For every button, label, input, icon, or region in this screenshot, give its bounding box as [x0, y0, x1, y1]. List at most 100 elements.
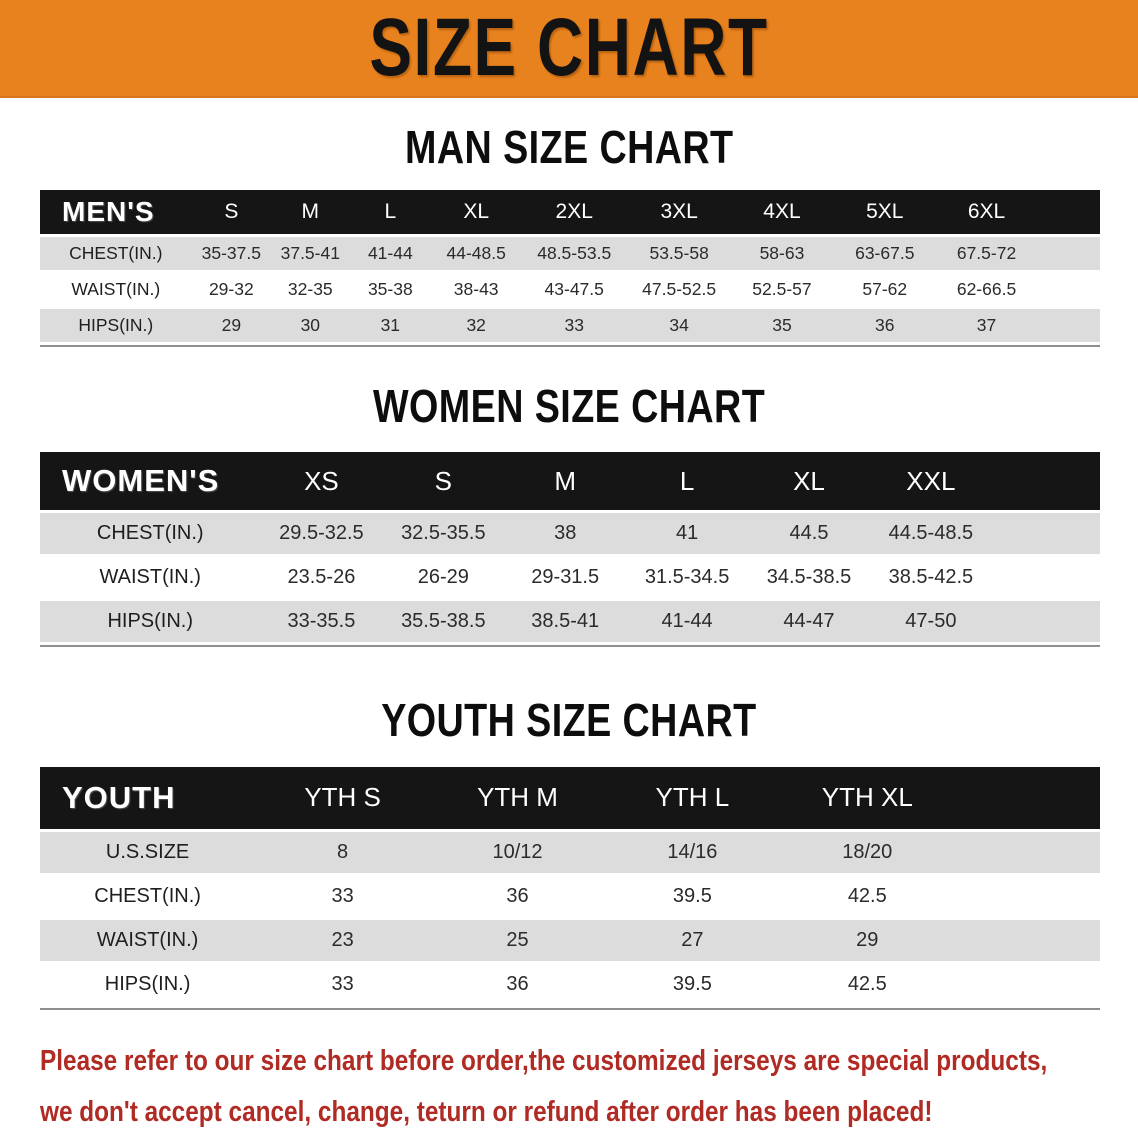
- size-cell: 33: [255, 875, 431, 917]
- size-cell: 30: [271, 308, 350, 342]
- measure-label: CHEST(IN.): [40, 513, 261, 555]
- group-label: YOUTH: [40, 766, 256, 829]
- size-column-header: L: [626, 452, 749, 511]
- order-note-line1: Please refer to our size chart before or…: [40, 1038, 1138, 1089]
- table-row: HIPS(IN.) 29 30 31 32 33 34 35 36 37: [40, 308, 1100, 342]
- size-cell: 62-66.5: [936, 272, 1037, 306]
- size-cell: 29: [779, 919, 955, 961]
- women-section-title: WOMEN SIZE CHART: [0, 379, 1138, 432]
- size-column-header: YTH L: [604, 766, 780, 829]
- size-column-header: S: [191, 189, 272, 234]
- header-row: WOMEN'S XS S M L XL XXL: [40, 452, 1100, 511]
- size-cell: 29-31.5: [504, 557, 627, 599]
- size-cell: 38.5-42.5: [869, 557, 992, 599]
- size-cell: 32-35: [271, 272, 350, 306]
- size-table: MEN'S S M L XL 2XL 3XL 4XL 5XL 6XL CHEST(IN.) 35-37…: [40, 187, 1100, 345]
- table-row: WAIST(IN.) 23.5-26 26-29 29-31.5 31.5-34.5 34…: [40, 557, 1100, 599]
- size-cell: 43-47.5: [521, 272, 628, 306]
- cell-filler: [991, 513, 1100, 555]
- measure-label: U.S.SIZE: [40, 831, 256, 873]
- women-size-table: WOMEN'S XS S M L XL XXL CHEST(IN.) 29.5-32.5 32.5…: [40, 449, 1100, 648]
- size-cell: 36: [430, 875, 605, 917]
- measure-label: WAIST(IN.): [40, 919, 256, 961]
- size-cell: 38-43: [431, 272, 522, 306]
- size-cell: 10/12: [430, 831, 605, 873]
- banner-title: SIZE CHART: [369, 2, 769, 93]
- size-cell: 32: [431, 308, 522, 342]
- size-cell: 41-44: [626, 601, 749, 643]
- size-cell: 31.5-34.5: [626, 557, 749, 599]
- size-cell: 44.5-48.5: [869, 513, 992, 555]
- header-row: YOUTH YTH S YTH M YTH L YTH XL: [40, 766, 1100, 829]
- size-cell: 36: [832, 308, 937, 342]
- table-row: U.S.SIZE 8 10/12 14/16 18/20: [40, 831, 1100, 873]
- size-cell: 39.5: [604, 875, 780, 917]
- size-cell: 44.5: [748, 513, 870, 555]
- size-cell: 42.5: [779, 875, 955, 917]
- size-column-header: 4XL: [731, 189, 833, 234]
- header-filler: [1036, 189, 1100, 234]
- men-size-table: MEN'S S M L XL 2XL 3XL 4XL 5XL 6XL CHEST(IN.) 35-37…: [40, 187, 1100, 347]
- size-cell: 14/16: [604, 831, 780, 873]
- size-cell: 37.5-41: [271, 236, 350, 270]
- youth-size-section: YOUTH SIZE CHART YOUTH YTH S YTH M YTH L YTH…: [0, 695, 1138, 1010]
- men-section-title: MAN SIZE CHART: [0, 122, 1138, 173]
- header-row: MEN'S S M L XL 2XL 3XL 4XL 5XL 6XL: [40, 189, 1100, 234]
- cell-filler: [954, 831, 1100, 873]
- size-cell: 44-47: [748, 601, 870, 643]
- size-cell: 36: [430, 963, 605, 1005]
- cell-filler: [954, 919, 1100, 961]
- size-cell: 33-35.5: [260, 601, 383, 643]
- cell-filler: [991, 601, 1100, 643]
- size-cell: 47.5-52.5: [627, 272, 732, 306]
- size-cell: 57-62: [832, 272, 937, 306]
- size-cell: 25: [430, 919, 605, 961]
- size-cell: 53.5-58: [627, 236, 732, 270]
- size-table: WOMEN'S XS S M L XL XXL CHEST(IN.) 29.5-32.5 32.5…: [40, 449, 1100, 645]
- order-note: Please refer to our size chart before or…: [40, 1038, 1138, 1140]
- size-cell: 48.5-53.5: [521, 236, 628, 270]
- size-cell: 42.5: [779, 963, 955, 1005]
- size-cell: 38.5-41: [504, 601, 627, 643]
- group-label: MEN'S: [40, 189, 192, 234]
- order-note-line2: we don't accept cancel, change, teturn o…: [40, 1089, 1138, 1140]
- size-cell: 29: [191, 308, 272, 342]
- size-column-header: L: [349, 189, 432, 234]
- size-cell: 39.5: [604, 963, 780, 1005]
- women-section-title-text: WOMEN SIZE CHART: [372, 379, 766, 432]
- table-row: CHEST(IN.) 29.5-32.5 32.5-35.5 38 41 44.5 44.5…: [40, 513, 1100, 555]
- size-column-header: XS: [260, 452, 383, 511]
- size-cell: 33: [521, 308, 628, 342]
- table-row: HIPS(IN.) 33-35.5 35.5-38.5 38.5-41 41-44 44-…: [40, 601, 1100, 643]
- youth-size-table: YOUTH YTH S YTH M YTH L YTH XL U.S.SIZE 8 10/12…: [40, 764, 1100, 1010]
- measure-label: HIPS(IN.): [40, 963, 256, 1005]
- women-size-section: WOMEN SIZE CHART WOMEN'S XS S M L XL XXL CHEST(…: [0, 379, 1138, 648]
- size-column-header: M: [271, 189, 350, 234]
- measure-label: CHEST(IN.): [40, 236, 192, 270]
- size-column-header: 3XL: [627, 189, 732, 234]
- size-column-header: 2XL: [521, 189, 628, 234]
- group-label: WOMEN'S: [40, 452, 261, 511]
- measure-label: WAIST(IN.): [40, 557, 261, 599]
- size-cell: 34.5-38.5: [748, 557, 870, 599]
- banner: SIZE CHART: [0, 0, 1138, 98]
- cell-filler: [954, 963, 1100, 1005]
- size-cell: 33: [255, 963, 431, 1005]
- table-row: HIPS(IN.) 33 36 39.5 42.5: [40, 963, 1100, 1005]
- cell-filler: [991, 557, 1100, 599]
- size-cell: 58-63: [731, 236, 833, 270]
- size-cell: 44-48.5: [431, 236, 522, 270]
- order-note-line2-text: we don't accept cancel, change, teturn o…: [40, 1095, 933, 1128]
- size-column-header: M: [504, 452, 627, 511]
- size-cell: 35.5-38.5: [382, 601, 505, 643]
- measure-label: WAIST(IN.): [40, 272, 192, 306]
- size-cell: 41-44: [349, 236, 432, 270]
- size-column-header: XL: [431, 189, 522, 234]
- cell-filler: [1036, 308, 1100, 342]
- size-cell: 23: [255, 919, 431, 961]
- cell-filler: [954, 875, 1100, 917]
- size-cell: 35-38: [349, 272, 432, 306]
- size-column-header: S: [382, 452, 505, 511]
- size-cell: 8: [255, 831, 431, 873]
- size-column-header: YTH S: [255, 766, 431, 829]
